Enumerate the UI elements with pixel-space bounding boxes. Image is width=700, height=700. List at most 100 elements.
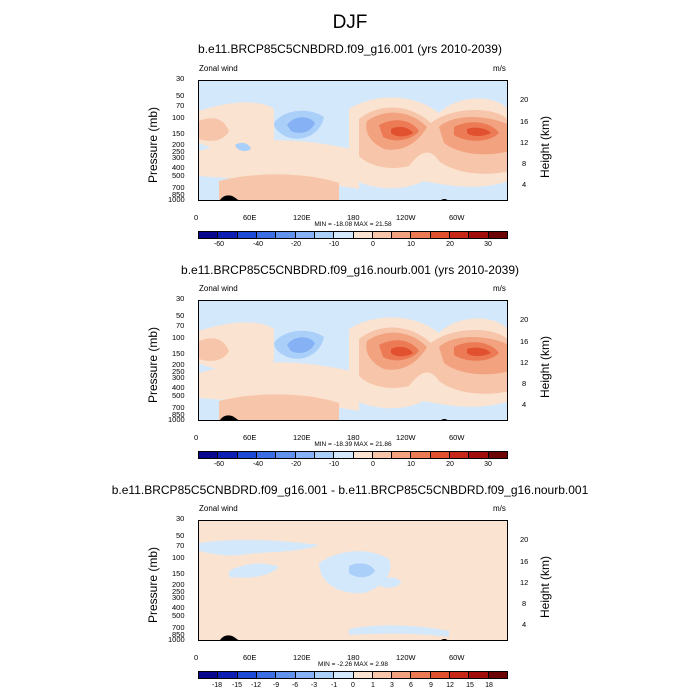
contour-positive-2: [199, 338, 229, 361]
height-tick: 12: [520, 578, 529, 587]
colorbar-swatch: [411, 452, 431, 458]
contour-negative-small: [199, 539, 319, 556]
pressure-tick: 500: [172, 171, 185, 180]
pressure-tick: 100: [172, 333, 185, 342]
colorbar-label: 6: [409, 682, 413, 689]
panel-3-variable-label: Zonal wind: [199, 504, 238, 513]
x-tick: 120E: [293, 213, 311, 222]
pressure-tick: 500: [172, 391, 185, 400]
colorbar-swatch: [237, 232, 257, 238]
height-tick: 4: [522, 620, 527, 629]
pressure-tick: 100: [172, 553, 185, 562]
pressure-tick: 50: [176, 311, 185, 320]
pressure-tick: 200: [172, 580, 185, 589]
colorbar-swatch: [199, 232, 219, 238]
height-tick: 16: [520, 337, 529, 346]
contour-negative-small: [379, 577, 401, 588]
height-tick: 20: [520, 535, 529, 544]
panel-3-title: b.e11.BRCP85C5CNBDRD.f09_g16.001 - b.e11…: [111, 483, 589, 497]
colorbar-label: 18: [485, 682, 493, 689]
height-tick: 12: [520, 358, 529, 367]
colorbar-swatch: [295, 672, 315, 678]
colorbar-swatch: [218, 672, 238, 678]
x-tick: 180: [347, 433, 360, 442]
panel-1-contour-plot: [198, 80, 508, 201]
colorbar-swatch: [353, 452, 373, 458]
panel-3-height-axis-title: Height (km): [538, 555, 552, 618]
colorbar-swatch: [469, 672, 489, 678]
colorbar-swatch: [314, 672, 335, 678]
panel-3-colorbar: [198, 671, 508, 679]
pressure-tick: 500: [172, 611, 185, 620]
contour-negative-2: [287, 117, 315, 133]
colorbar-swatch: [334, 672, 354, 678]
colorbar-swatch: [450, 452, 470, 458]
contour-negative-1: [349, 563, 375, 578]
colorbar-label: -40: [252, 241, 264, 248]
pressure-tick: 700: [172, 403, 185, 412]
pressure-tick: 400: [172, 603, 185, 612]
pressure-tick: 150: [172, 349, 185, 358]
colorbar-swatch: [450, 232, 470, 238]
pressure-tick: 1000: [168, 415, 185, 424]
contour-negative-2: [287, 337, 315, 353]
colorbar-swatch: [276, 452, 296, 458]
pressure-tick: 250: [172, 147, 185, 156]
pressure-tick: 700: [172, 183, 185, 192]
colorbar-swatch: [372, 452, 393, 458]
panel-3-colorbar-labels: -18 -15 -12 -9 -6 -3 -1 0 1 3 6 9 12 15 …: [198, 682, 508, 692]
height-tick: 4: [522, 400, 527, 409]
colorbar-swatch: [430, 452, 451, 458]
height-tick: 12: [520, 138, 529, 147]
pressure-tick: 70: [176, 101, 185, 110]
panel-1-pressure-axis-title: Pressure (mb): [146, 106, 160, 183]
colorbar-swatch: [372, 672, 393, 678]
colorbar-label: -1: [330, 682, 338, 689]
colorbar-label: 15: [466, 682, 474, 689]
pressure-tick: 50: [176, 91, 185, 100]
panel-3-min-max: MIN = -2.26 MAX = 2.98: [317, 661, 389, 668]
contour-negative-small: [229, 563, 279, 578]
contour-negative-small: [349, 625, 449, 637]
pressure-tick: 300: [172, 153, 185, 162]
panel-2-units-label: m/s: [493, 284, 506, 293]
topography-fill: [220, 195, 239, 200]
panel-1-units-label: m/s: [493, 64, 506, 73]
colorbar-swatch: [392, 672, 412, 678]
x-tick: 120W: [396, 653, 416, 662]
height-tick: 8: [522, 599, 527, 608]
contour-positive-5: [391, 346, 413, 357]
colorbar-label: 10: [407, 461, 415, 468]
contour-positive-1: [199, 140, 359, 189]
pressure-tick: 1000: [168, 195, 185, 204]
colorbar-swatch: [392, 452, 412, 458]
colorbar-swatch: [430, 232, 451, 238]
x-tick: 60W: [449, 433, 465, 442]
colorbar-label: -15: [231, 682, 243, 689]
panel-1-colorbar-labels: -60 -40 -20 -10 0 10 20 30: [198, 241, 508, 251]
pressure-tick: 700: [172, 623, 185, 632]
panel-2-colorbar: [198, 451, 508, 459]
page-title: DJF: [332, 12, 368, 33]
colorbar-swatch: [469, 232, 489, 238]
x-tick: 60E: [243, 433, 257, 442]
panel-1-variable-label: Zonal wind: [199, 64, 238, 73]
colorbar-swatch: [314, 452, 335, 458]
pressure-tick: 300: [172, 373, 185, 382]
colorbar-label: -60: [213, 461, 225, 468]
colorbar-swatch: [256, 452, 277, 458]
panel-3-contour-plot: [198, 520, 508, 641]
topography-fill: [441, 639, 448, 640]
pressure-tick: 850: [172, 410, 185, 419]
colorbar-label: -6: [291, 682, 299, 689]
pressure-tick: 400: [172, 163, 185, 172]
colorbar-label: 0: [351, 682, 355, 689]
colorbar-swatch: [411, 672, 431, 678]
colorbar-swatch: [430, 672, 451, 678]
colorbar-label: 3: [390, 682, 394, 689]
contour-negative-1: [235, 142, 251, 152]
topography-fill: [441, 199, 448, 200]
colorbar-swatch: [334, 232, 354, 238]
colorbar-swatch: [488, 232, 507, 238]
pressure-tick: 200: [172, 360, 185, 369]
